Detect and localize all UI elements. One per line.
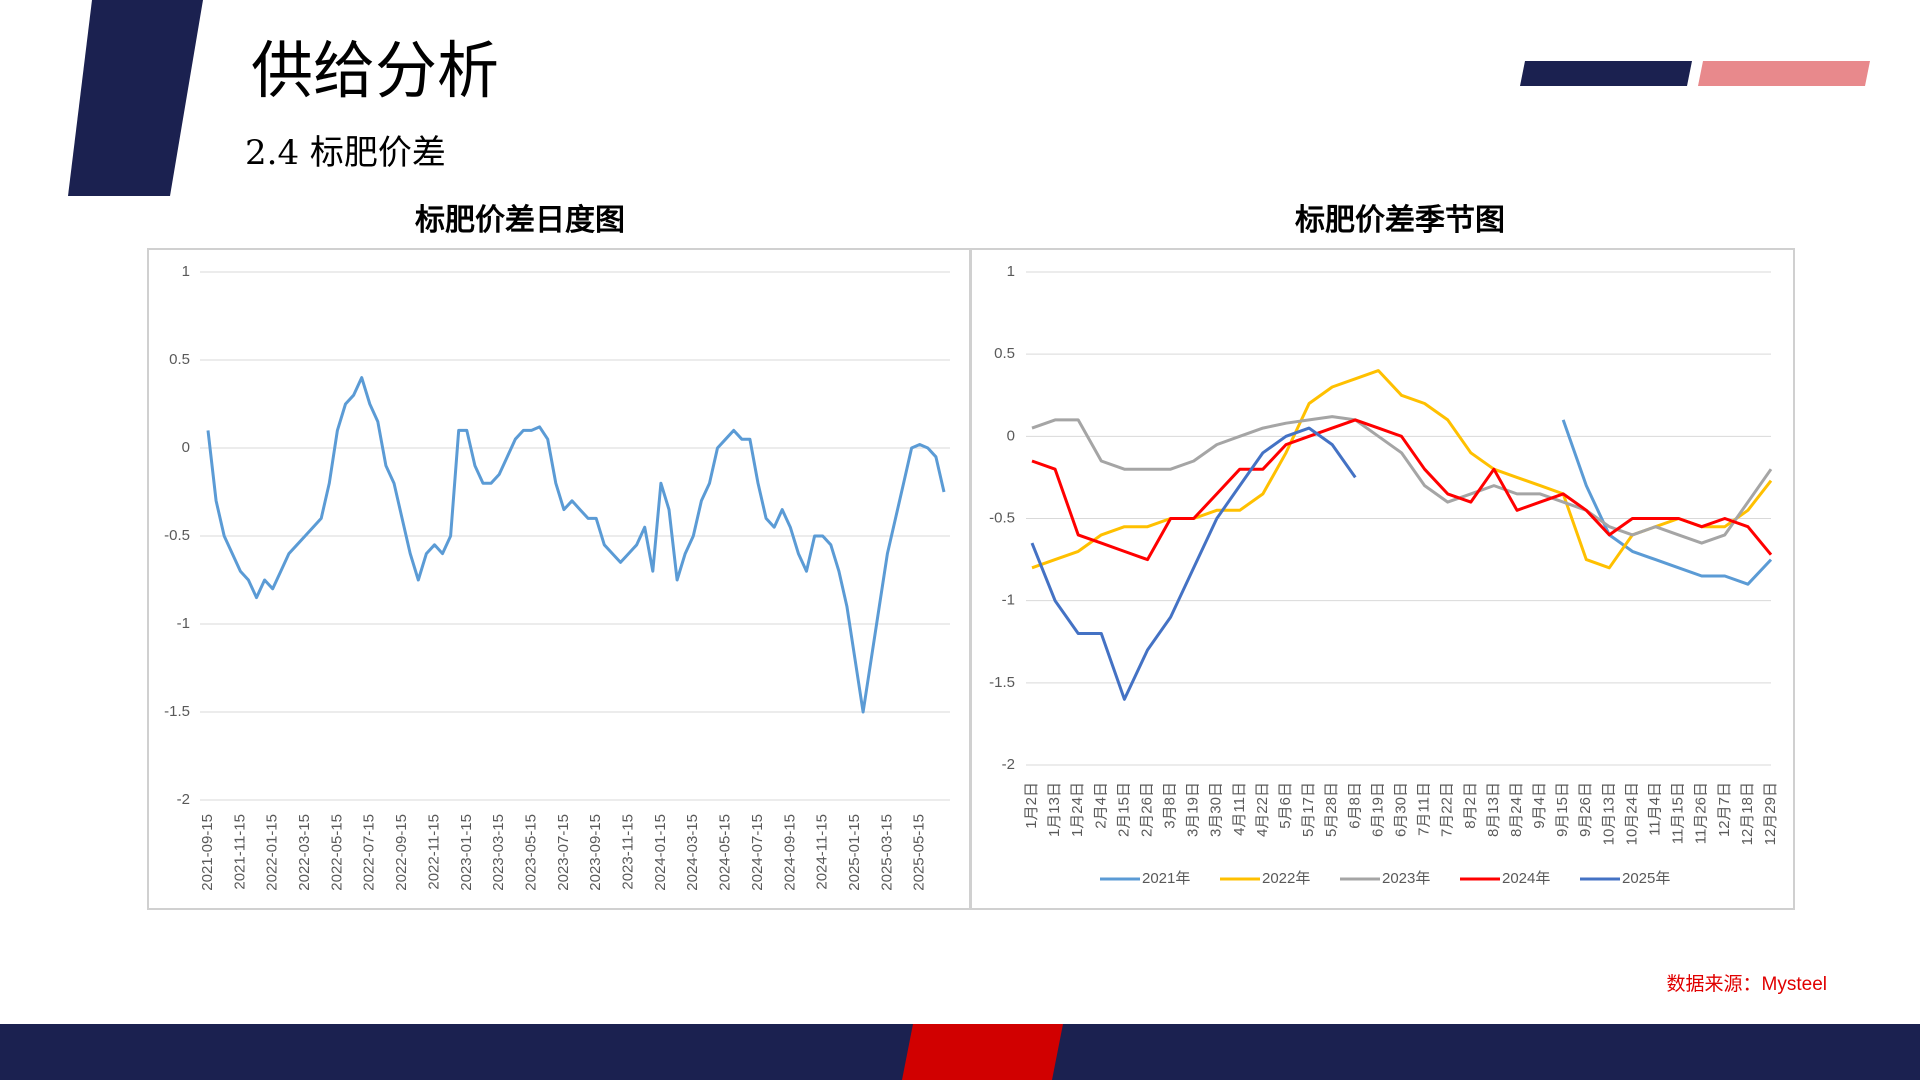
y-tick-label: -1.5	[164, 703, 190, 720]
x-tick-label: 2022-05-15	[328, 814, 345, 891]
x-tick-label: 11月26日	[1693, 782, 1710, 844]
legend-label: 2021年	[1142, 870, 1190, 887]
y-tick-label: -1.5	[989, 674, 1015, 691]
x-tick-label: 2022-11-15	[425, 814, 442, 890]
deco-bar	[1520, 61, 1692, 86]
x-tick-label: 12月7日	[1716, 782, 1733, 837]
x-tick-label: 2023-03-15	[490, 814, 507, 891]
legend-label: 2022年	[1262, 870, 1310, 887]
x-tick-label: 8月24日	[1508, 782, 1525, 837]
x-tick-label: 10月24日	[1623, 782, 1640, 845]
x-tick-label: 5月17日	[1300, 782, 1317, 837]
footer-accent	[902, 1024, 1063, 1080]
x-tick-label: 9月15日	[1554, 782, 1571, 837]
y-tick-label: 0.5	[169, 351, 190, 368]
x-tick-label: 9月26日	[1577, 782, 1594, 837]
chart-frame	[970, 248, 1795, 910]
y-tick-label: -2	[177, 791, 190, 808]
x-tick-label: 2025-01-15	[846, 814, 863, 891]
x-tick-label: 2023-11-15	[620, 814, 637, 890]
x-tick-label: 7月22日	[1439, 782, 1456, 837]
x-tick-label: 1月24日	[1069, 782, 1086, 837]
y-tick-label: -0.5	[164, 527, 190, 544]
x-tick-label: 2021-11-15	[231, 814, 248, 890]
x-tick-label: 10月13日	[1600, 782, 1617, 845]
data-line	[206, 376, 946, 714]
x-tick-label: 8月2日	[1462, 782, 1479, 829]
y-tick-label: 1	[182, 263, 190, 280]
chart-title: 标肥价差日度图	[415, 204, 625, 237]
x-tick-label: 12月18日	[1739, 782, 1756, 845]
x-tick-label: 2025-05-15	[911, 814, 928, 891]
x-tick-label: 6月30日	[1392, 782, 1409, 837]
x-tick-label: 7月11日	[1416, 782, 1433, 836]
x-tick-label: 2月26日	[1138, 782, 1155, 837]
x-tick-label: 11月15日	[1670, 782, 1687, 844]
x-tick-label: 2024-05-15	[717, 814, 734, 891]
data-line	[1561, 419, 1773, 586]
y-tick-label: -1	[1002, 592, 1015, 609]
x-tick-label: 2022-03-15	[296, 814, 313, 891]
x-tick-label: 2022-01-15	[264, 814, 281, 891]
y-tick-label: 0	[182, 439, 190, 456]
y-tick-label: 1	[1007, 263, 1015, 280]
x-tick-label: 2022-09-15	[393, 814, 410, 891]
y-tick-label: 0.5	[994, 345, 1015, 362]
x-tick-label: 2023-07-15	[555, 814, 572, 891]
y-tick-label: 0	[1007, 427, 1015, 444]
y-tick-label: -2	[1002, 756, 1015, 773]
y-tick-label: -0.5	[989, 509, 1015, 526]
y-tick-label: -1	[177, 615, 190, 632]
x-tick-label: 5月6日	[1277, 782, 1294, 829]
x-tick-label: 2023-05-15	[522, 814, 539, 891]
x-tick-label: 2023-01-15	[458, 814, 475, 891]
x-tick-label: 3月8日	[1162, 782, 1179, 829]
x-tick-label: 2024-11-15	[814, 814, 831, 890]
data-line	[1031, 415, 1773, 545]
x-tick-label: 2024-09-15	[781, 814, 798, 891]
x-tick-label: 12月29日	[1762, 782, 1779, 845]
x-tick-label: 4月22日	[1254, 782, 1271, 837]
x-tick-label: 11月4日	[1647, 782, 1664, 836]
corner-shape	[68, 0, 203, 196]
chart-frame	[147, 248, 971, 910]
x-tick-label: 2月15日	[1115, 782, 1132, 837]
x-tick-label: 3月30日	[1208, 782, 1225, 837]
x-tick-label: 1月13日	[1046, 782, 1063, 837]
slide-title: 供给分析	[251, 34, 499, 107]
x-tick-label: 3月19日	[1185, 782, 1202, 837]
x-tick-label: 8月13日	[1485, 782, 1502, 837]
slide-subtitle: 2.4 标肥价差	[245, 133, 446, 173]
source-note: 数据来源：Mysteel	[1667, 973, 1827, 995]
x-tick-label: 4月11日	[1231, 782, 1248, 836]
x-tick-label: 2024-01-15	[652, 814, 669, 891]
x-tick-label: 2024-03-15	[684, 814, 701, 891]
x-tick-label: 2021-09-15	[199, 814, 216, 891]
x-tick-label: 5月28日	[1323, 782, 1340, 837]
x-tick-label: 2022-07-15	[361, 814, 378, 891]
data-line	[1030, 426, 1357, 701]
legend-label: 2024年	[1502, 870, 1550, 887]
legend-label: 2023年	[1382, 870, 1430, 887]
deco-bar	[1698, 61, 1870, 86]
x-tick-label: 9月4日	[1531, 782, 1548, 829]
x-tick-label: 1月2日	[1023, 782, 1040, 829]
x-tick-label: 2023-09-15	[587, 814, 604, 891]
x-tick-label: 2024-07-15	[749, 814, 766, 891]
x-tick-label: 6月19日	[1369, 782, 1386, 837]
chart-title: 标肥价差季节图	[1295, 204, 1505, 237]
x-tick-label: 2025-03-15	[878, 814, 895, 891]
legend-label: 2025年	[1622, 870, 1670, 887]
data-line	[1031, 418, 1773, 562]
x-tick-label: 6月8日	[1346, 782, 1363, 829]
x-tick-label: 2月4日	[1092, 782, 1109, 829]
